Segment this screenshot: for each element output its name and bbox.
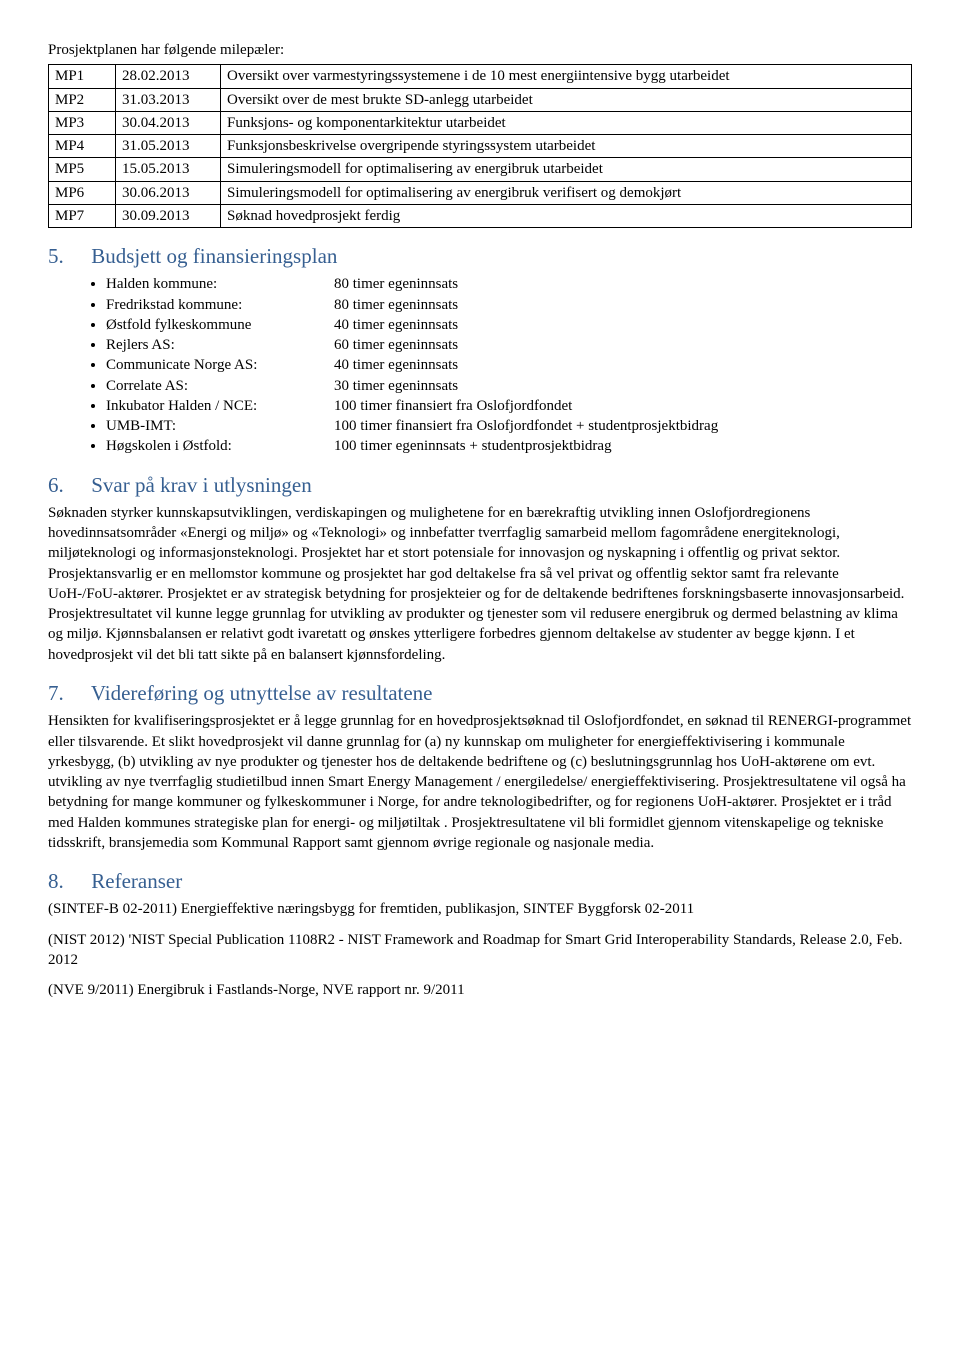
section-6-num: 6.	[48, 471, 86, 499]
milestone-id: MP3	[49, 111, 116, 134]
section-7-body: Hensikten for kvalifiseringsprosjektet e…	[48, 711, 912, 853]
budget-label: Høgskolen i Østfold:	[106, 436, 334, 456]
budget-label: UMB-IMT:	[106, 416, 334, 436]
list-item: Fredrikstad kommune:80 timer egeninnsats	[106, 295, 912, 315]
reference-entry: (SINTEF-B 02-2011) Energieffektive nærin…	[48, 899, 912, 919]
table-row: MP431.05.2013Funksjonsbeskrivelse overgr…	[49, 135, 912, 158]
milestone-desc: Funksjons- og komponentarkitektur utarbe…	[221, 111, 912, 134]
budget-value: 100 timer egeninnsats + studentprosjektb…	[334, 436, 612, 456]
budget-value: 80 timer egeninnsats	[334, 274, 458, 294]
section-7-num: 7.	[48, 679, 86, 707]
budget-label: Correlate AS:	[106, 376, 334, 396]
milestone-id: MP7	[49, 204, 116, 227]
list-item: Halden kommune:80 timer egeninnsats	[106, 274, 912, 294]
budget-value: 40 timer egeninnsats	[334, 315, 458, 335]
budget-label: Østfold fylkeskommune	[106, 315, 334, 335]
milestone-desc: Søknad hovedprosjekt ferdig	[221, 204, 912, 227]
section-6-title: Svar på krav i utlysningen	[91, 473, 311, 497]
table-row: MP515.05.2013Simuleringsmodell for optim…	[49, 158, 912, 181]
budget-value: 30 timer egeninnsats	[334, 376, 458, 396]
budget-label: Communicate Norge AS:	[106, 355, 334, 375]
section-5-heading: 5. Budsjett og finansieringsplan	[48, 242, 912, 270]
table-row: MP330.04.2013Funksjons- og komponentarki…	[49, 111, 912, 134]
section-6-body: Søknaden styrker kunnskapsutviklingen, v…	[48, 503, 912, 665]
milestone-id: MP6	[49, 181, 116, 204]
budget-list: Halden kommune:80 timer egeninnsatsFredr…	[48, 274, 912, 456]
list-item: UMB-IMT:100 timer finansiert fra Oslofjo…	[106, 416, 912, 436]
milestone-desc: Oversikt over de mest brukte SD-anlegg u…	[221, 88, 912, 111]
table-row: MP231.03.2013Oversikt over de mest brukt…	[49, 88, 912, 111]
reference-entry: (NIST 2012) 'NIST Special Publication 11…	[48, 930, 912, 971]
reference-entry: (NVE 9/2011) Energibruk i Fastlands-Norg…	[48, 980, 912, 1000]
budget-value: 100 timer finansiert fra Oslofjordfondet…	[334, 416, 718, 436]
list-item: Østfold fylkeskommune40 timer egeninnsat…	[106, 315, 912, 335]
section-8-heading: 8. Referanser	[48, 867, 912, 895]
intro-text: Prosjektplanen har følgende milepæler:	[48, 40, 912, 60]
milestone-id: MP2	[49, 88, 116, 111]
milestones-table: MP128.02.2013Oversikt over varmestyrings…	[48, 64, 912, 228]
milestone-desc: Funksjonsbeskrivelse overgripende styrin…	[221, 135, 912, 158]
section-8-num: 8.	[48, 867, 86, 895]
milestone-date: 30.09.2013	[116, 204, 221, 227]
table-row: MP730.09.2013Søknad hovedprosjekt ferdig	[49, 204, 912, 227]
milestone-desc: Simuleringsmodell for optimalisering av …	[221, 181, 912, 204]
milestone-id: MP1	[49, 65, 116, 88]
milestone-date: 28.02.2013	[116, 65, 221, 88]
section-5-num: 5.	[48, 242, 86, 270]
section-6-heading: 6. Svar på krav i utlysningen	[48, 471, 912, 499]
table-row: MP128.02.2013Oversikt over varmestyrings…	[49, 65, 912, 88]
section-7-heading: 7. Videreføring og utnyttelse av resulta…	[48, 679, 912, 707]
budget-label: Fredrikstad kommune:	[106, 295, 334, 315]
list-item: Correlate AS:30 timer egeninnsats	[106, 376, 912, 396]
milestone-date: 31.05.2013	[116, 135, 221, 158]
milestone-date: 30.04.2013	[116, 111, 221, 134]
list-item: Inkubator Halden / NCE:100 timer finansi…	[106, 396, 912, 416]
section-8-title: Referanser	[91, 869, 182, 893]
table-row: MP630.06.2013Simuleringsmodell for optim…	[49, 181, 912, 204]
milestone-date: 15.05.2013	[116, 158, 221, 181]
budget-value: 100 timer finansiert fra Oslofjordfondet	[334, 396, 572, 416]
list-item: Rejlers AS:60 timer egeninnsats	[106, 335, 912, 355]
milestone-date: 30.06.2013	[116, 181, 221, 204]
milestone-desc: Oversikt over varmestyringssystemene i d…	[221, 65, 912, 88]
budget-value: 40 timer egeninnsats	[334, 355, 458, 375]
budget-label: Rejlers AS:	[106, 335, 334, 355]
list-item: Høgskolen i Østfold:100 timer egeninnsat…	[106, 436, 912, 456]
budget-label: Inkubator Halden / NCE:	[106, 396, 334, 416]
budget-label: Halden kommune:	[106, 274, 334, 294]
references-container: (SINTEF-B 02-2011) Energieffektive nærin…	[48, 899, 912, 1000]
section-5-title: Budsjett og finansieringsplan	[91, 244, 337, 268]
list-item: Communicate Norge AS:40 timer egeninnsat…	[106, 355, 912, 375]
budget-value: 80 timer egeninnsats	[334, 295, 458, 315]
milestone-id: MP4	[49, 135, 116, 158]
section-7-title: Videreføring og utnyttelse av resultaten…	[91, 681, 433, 705]
milestone-id: MP5	[49, 158, 116, 181]
milestone-desc: Simuleringsmodell for optimalisering av …	[221, 158, 912, 181]
budget-value: 60 timer egeninnsats	[334, 335, 458, 355]
milestone-date: 31.03.2013	[116, 88, 221, 111]
